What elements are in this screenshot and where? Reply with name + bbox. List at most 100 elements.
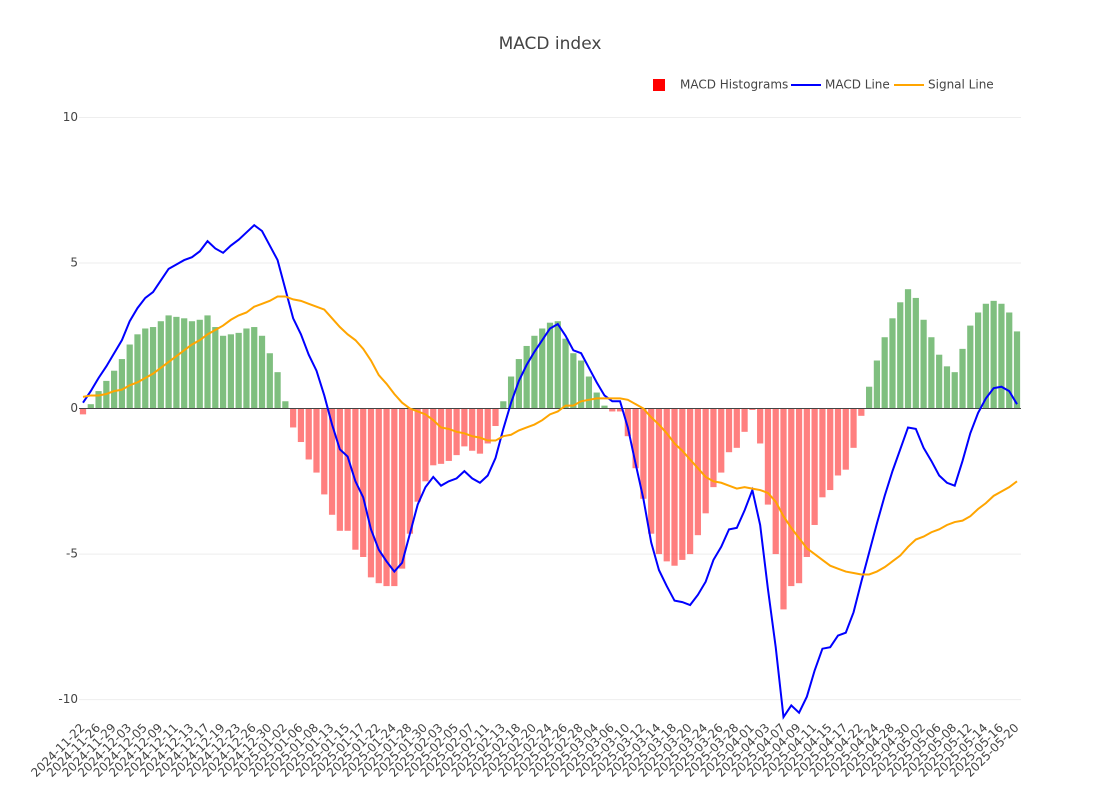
bar <box>437 408 445 464</box>
bar <box>399 408 406 569</box>
bar <box>990 300 997 409</box>
bar <box>694 408 701 536</box>
bar <box>749 408 756 410</box>
bar <box>469 408 476 451</box>
bar <box>406 408 414 534</box>
bar <box>834 408 842 476</box>
bar <box>655 408 663 555</box>
bar <box>616 408 624 412</box>
line <box>82 295 1018 576</box>
bar <box>219 335 227 409</box>
bar <box>235 332 242 409</box>
bar <box>624 408 631 437</box>
bar <box>936 354 943 409</box>
bar <box>251 327 258 409</box>
bar <box>181 318 188 409</box>
bar <box>920 319 927 409</box>
bar <box>788 408 795 587</box>
legend-label: MACD Line <box>825 78 890 92</box>
bar <box>360 408 367 557</box>
bar <box>974 312 982 409</box>
bar <box>593 392 600 409</box>
bar <box>757 408 764 444</box>
bar <box>422 408 429 482</box>
bar <box>414 408 421 502</box>
bar <box>578 360 585 409</box>
bar <box>111 370 118 409</box>
bar <box>873 360 881 409</box>
bar <box>367 408 375 578</box>
bar <box>328 408 336 515</box>
bar <box>811 408 818 525</box>
bar <box>461 408 468 447</box>
bar <box>297 408 305 443</box>
bar <box>430 408 437 466</box>
bar <box>313 408 320 473</box>
bar <box>134 334 141 409</box>
chart-title: MACD index <box>499 34 602 54</box>
bar <box>889 318 896 409</box>
bar <box>998 303 1005 409</box>
bar <box>243 328 250 409</box>
bar <box>118 359 126 409</box>
bar <box>375 408 382 584</box>
bar <box>718 408 725 473</box>
bar <box>733 408 740 448</box>
bar <box>897 302 904 409</box>
bar <box>601 405 608 409</box>
bar <box>741 408 748 432</box>
bar <box>531 335 538 409</box>
bar <box>274 372 281 409</box>
bar <box>344 408 351 531</box>
bar <box>336 408 343 531</box>
bar <box>570 353 577 409</box>
bar <box>850 408 857 448</box>
bar <box>967 325 974 409</box>
bar <box>492 408 499 427</box>
bar <box>391 408 398 587</box>
legend-label: Signal Line <box>928 78 994 92</box>
bar <box>212 327 219 409</box>
bar <box>640 408 647 499</box>
bar <box>866 386 873 409</box>
bar <box>686 408 694 555</box>
bar <box>554 321 561 409</box>
bar <box>500 401 507 409</box>
bar <box>87 404 94 409</box>
bar <box>258 335 266 409</box>
bar <box>383 408 390 587</box>
bar <box>149 327 157 409</box>
bar <box>95 391 102 409</box>
bar <box>484 408 491 444</box>
bar <box>173 316 180 409</box>
bar <box>126 344 133 409</box>
bar <box>795 408 803 584</box>
y-tick-label: -10 <box>58 692 78 706</box>
legend-label: MACD Histograms <box>680 78 788 92</box>
bar <box>282 401 289 409</box>
bar <box>679 408 686 560</box>
bar <box>188 321 196 409</box>
bar <box>79 408 87 415</box>
bar <box>928 337 935 409</box>
bar <box>609 408 616 412</box>
bar <box>562 338 569 409</box>
bar <box>266 353 273 409</box>
bar <box>951 372 958 409</box>
bar <box>764 408 772 505</box>
bar <box>507 376 515 409</box>
bar <box>1013 331 1021 409</box>
bar <box>819 408 826 498</box>
bar <box>227 334 234 409</box>
legend-swatch <box>653 79 665 91</box>
y-tick-label: 0 <box>70 401 78 415</box>
bar <box>648 408 655 534</box>
bar <box>142 328 149 409</box>
bar <box>710 408 717 488</box>
bar <box>842 408 849 470</box>
bar <box>912 297 919 409</box>
y-tick-label: 10 <box>63 110 78 124</box>
bar <box>476 408 484 454</box>
bar <box>321 408 328 495</box>
